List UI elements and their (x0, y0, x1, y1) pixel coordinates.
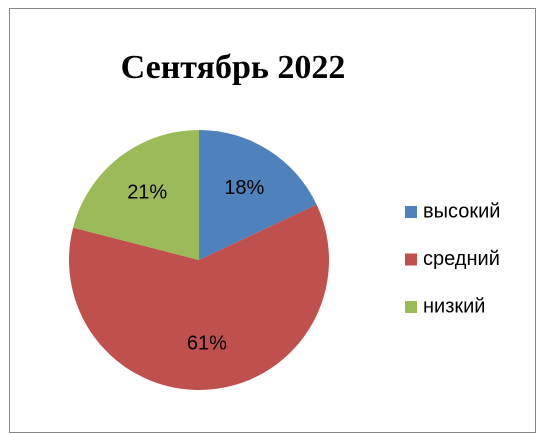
legend-swatch (405, 253, 417, 266)
data-label: 18% (224, 177, 264, 199)
legend-swatch (405, 301, 417, 313)
pie-slice (68, 204, 329, 390)
pie-slice (199, 130, 317, 260)
legend-label: средний (423, 248, 500, 270)
chart-title: Сентябрь 2022 (121, 49, 346, 86)
legend-label: высокий (423, 200, 500, 222)
data-label: 21% (127, 182, 167, 204)
data-label: 61% (187, 332, 227, 354)
legend-label: низкий (423, 295, 485, 317)
pie-slice (73, 130, 199, 260)
legend-swatch (405, 206, 417, 218)
